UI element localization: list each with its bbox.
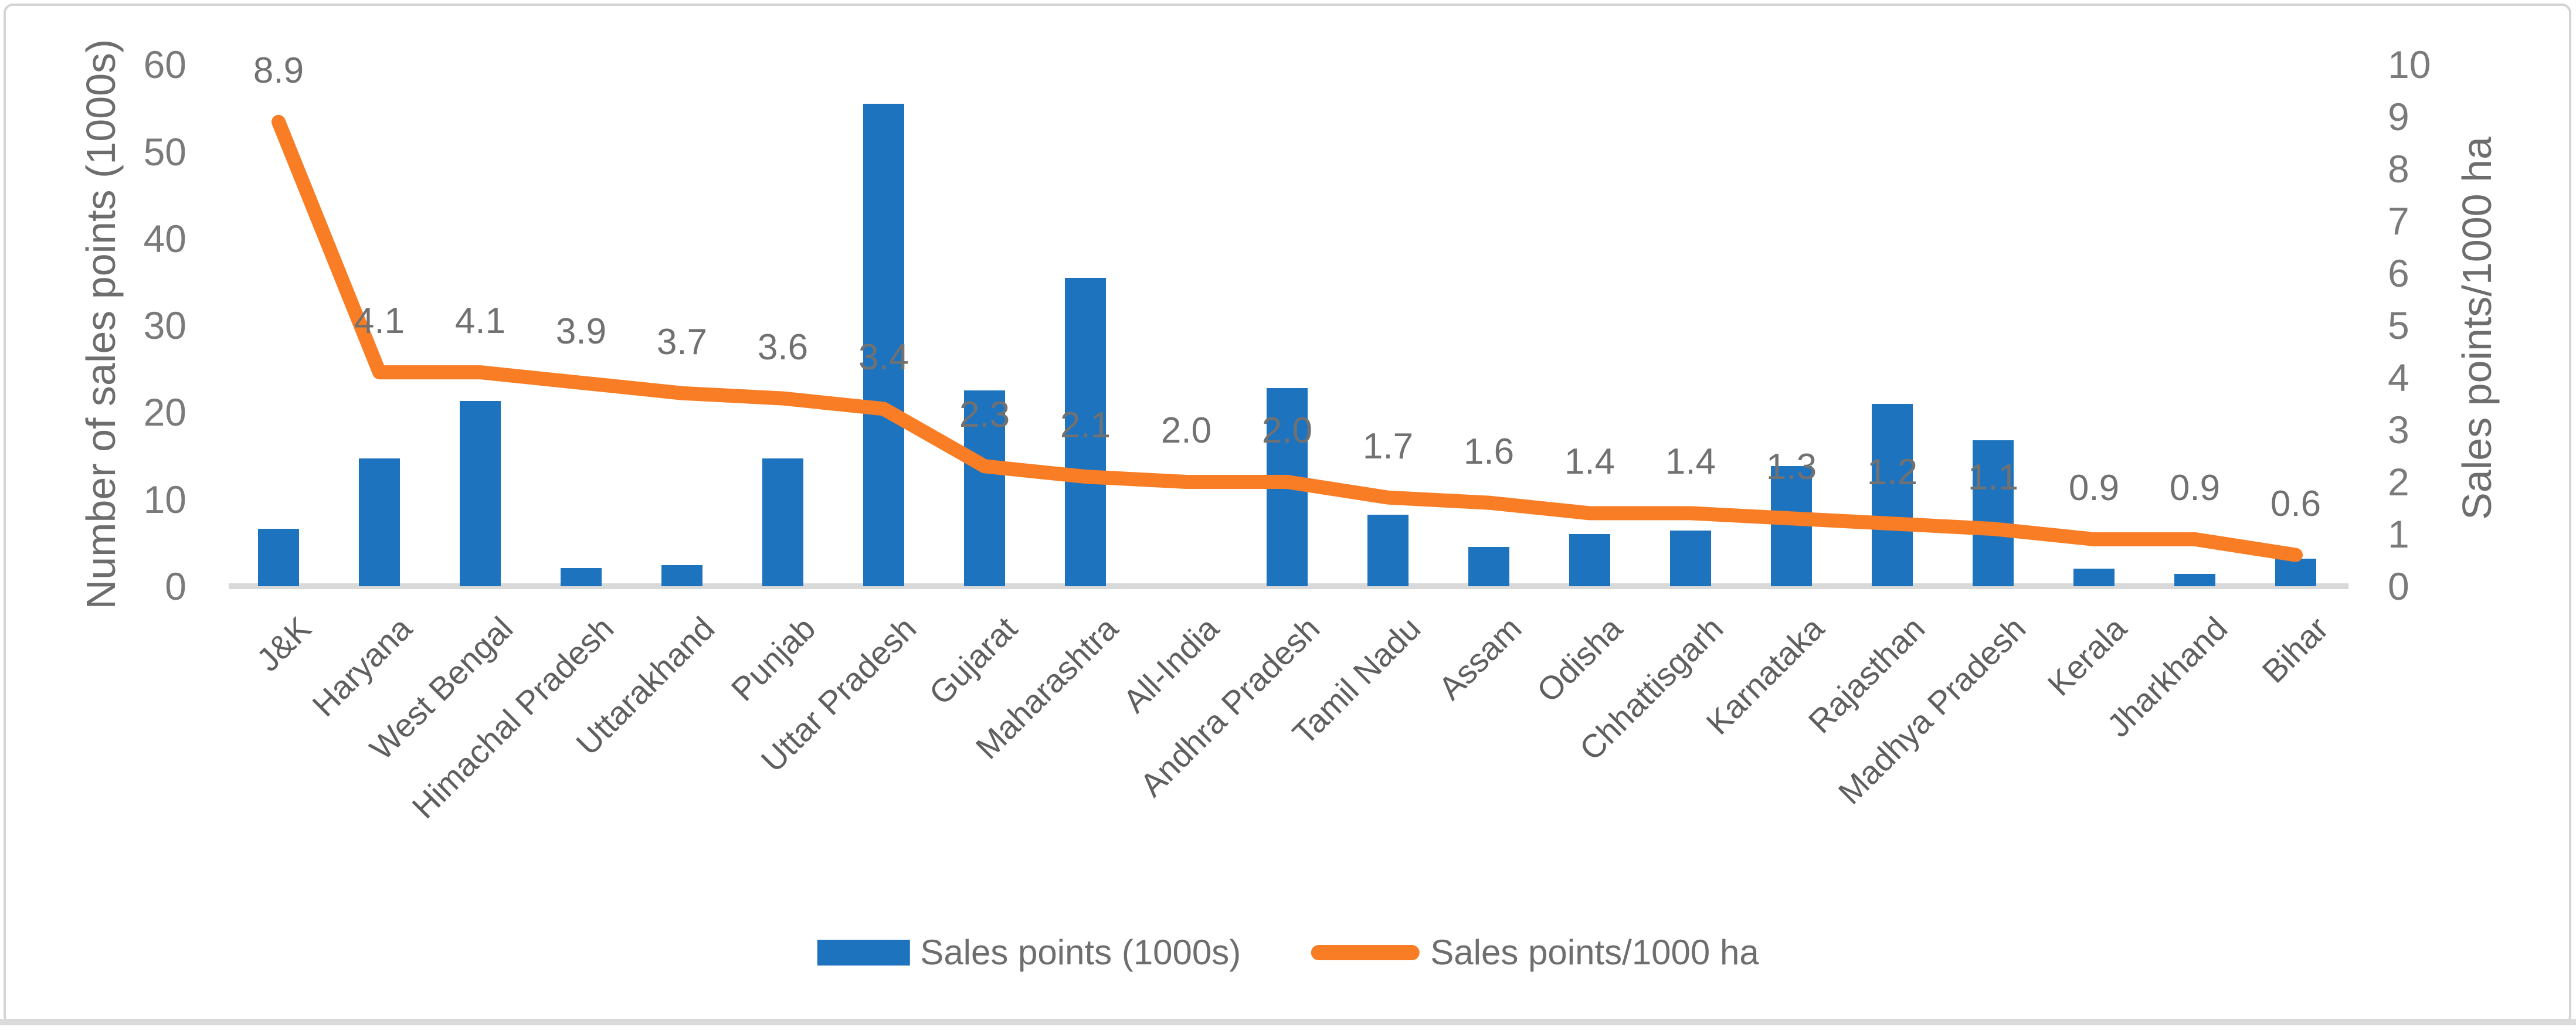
left-axis-tick-40: 40	[143, 216, 186, 260]
right-axis-tick-0: 0	[2388, 565, 2409, 608]
data-label-maharashtra: 2.1	[1060, 405, 1111, 446]
bar-tamil-nadu	[1367, 515, 1409, 586]
data-label-assam: 1.6	[1463, 431, 1515, 472]
legend: Sales points (1000s) Sales points/1000 h…	[817, 934, 1759, 971]
data-label-j-k: 8.9	[253, 50, 304, 91]
right-axis-tick-3: 3	[2388, 408, 2409, 451]
bar-himachal-pradesh	[561, 567, 602, 586]
data-label-jharkhand: 0.9	[2169, 467, 2221, 508]
bar-series-swatch-icon	[817, 940, 910, 966]
data-label-andhra-pradesh: 2.0	[1261, 410, 1313, 451]
bar-odisha	[1569, 534, 1610, 586]
right-axis-tick-4: 4	[2388, 356, 2409, 399]
left-axis-tick-50: 50	[143, 130, 186, 174]
right-axis-tick-6: 6	[2388, 251, 2409, 295]
left-axis-tick-10: 10	[143, 477, 186, 521]
data-label-tamil-nadu: 1.7	[1362, 426, 1414, 467]
right-axis-tick-1: 1	[2388, 512, 2409, 556]
bar-assam	[1468, 547, 1509, 586]
left-axis-tick-20: 20	[143, 390, 186, 434]
legend-label-line: Sales points/1000 ha	[1430, 933, 1759, 972]
legend-entry-bars: Sales points (1000s)	[817, 934, 1241, 971]
legend-entry-line: Sales points/1000 ha	[1311, 934, 1759, 971]
bar-bihar	[2275, 558, 2316, 586]
right-axis-tick-9: 9	[2388, 95, 2409, 138]
x-axis-line	[229, 583, 2348, 589]
bar-kerala	[2073, 569, 2115, 586]
data-label-punjab: 3.6	[757, 327, 809, 368]
data-label-odisha: 1.4	[1564, 441, 1615, 482]
data-label-rajasthan: 1.2	[1866, 452, 1918, 493]
data-label-himachal-pradesh: 3.9	[555, 311, 607, 352]
data-label-all-india: 2.0	[1160, 410, 1212, 451]
right-axis-tick-2: 2	[2388, 460, 2409, 504]
data-label-uttar-pradesh: 3.4	[858, 337, 909, 378]
bar-jharkhand	[2174, 574, 2215, 586]
right-axis-tick-7: 7	[2388, 199, 2409, 243]
line-series-swatch-icon	[1311, 945, 1420, 960]
left-axis-tick-30: 30	[143, 304, 186, 348]
bar-west-bengal	[460, 401, 501, 586]
figure-bottom-edge	[0, 1019, 2576, 1025]
data-label-chhattisgarh: 1.4	[1665, 441, 1716, 482]
data-label-karnataka: 1.3	[1766, 447, 1817, 488]
data-label-uttarakhand: 3.7	[656, 321, 708, 362]
data-label-bihar: 0.6	[2270, 483, 2322, 524]
bar-haryana	[359, 458, 400, 586]
bar-punjab	[762, 458, 803, 586]
legend-label-bars: Sales points (1000s)	[920, 933, 1241, 972]
data-label-west-bengal: 4.1	[454, 301, 506, 342]
right-axis-tick-8: 8	[2388, 147, 2409, 191]
bar-j-k	[258, 529, 299, 586]
right-axis-title: Sales points/1000 ha	[2454, 137, 2500, 520]
data-label-haryana: 4.1	[354, 301, 405, 342]
data-label-kerala: 0.9	[2068, 467, 2120, 508]
left-axis-tick-60: 60	[143, 43, 186, 87]
data-label-madhya-pradesh: 1.1	[1967, 457, 2019, 498]
bar-chhattisgarh	[1670, 531, 1711, 586]
right-axis-tick-5: 5	[2388, 304, 2409, 347]
bar-uttarakhand	[661, 565, 702, 586]
right-axis-tick-10: 10	[2388, 43, 2431, 86]
left-axis-tick-0: 0	[165, 565, 186, 608]
data-label-gujarat: 2.3	[959, 395, 1010, 436]
